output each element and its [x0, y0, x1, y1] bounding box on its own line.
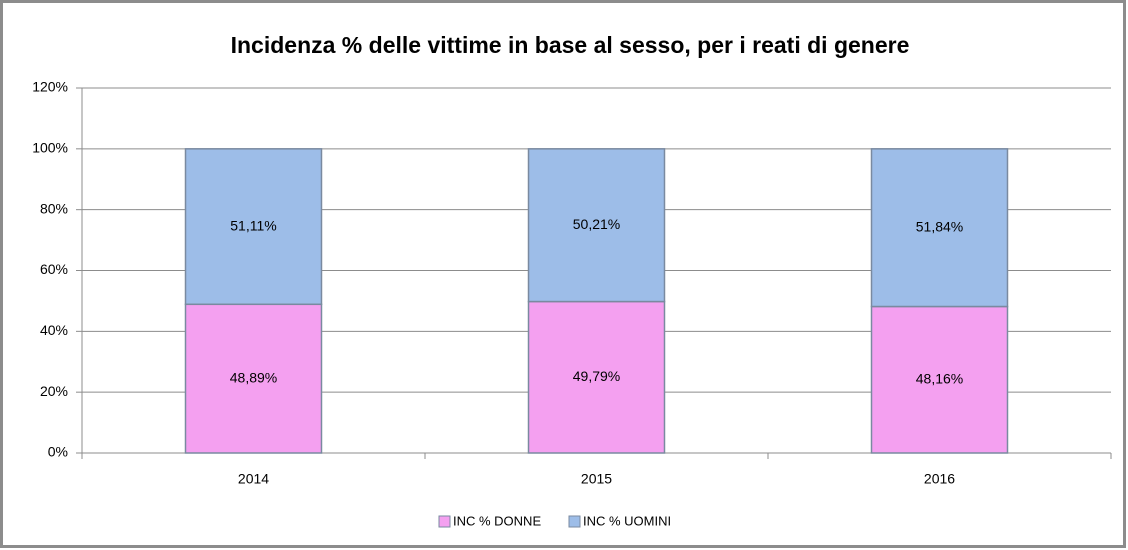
bar-segment [870, 148, 1009, 308]
data-label: 48,16% [916, 370, 963, 386]
y-tick-label: 0% [48, 444, 68, 460]
data-label: 51,11% [230, 217, 276, 233]
x-tick-label: 2014 [238, 471, 269, 487]
y-tick-label: 100% [32, 140, 68, 156]
x-tick-label: 2016 [924, 471, 955, 487]
bar-segment [527, 300, 666, 454]
data-label: 51,84% [916, 218, 963, 234]
y-tick-label: 40% [40, 322, 68, 338]
data-label: 48,89% [230, 369, 277, 385]
x-tick-label: 2015 [581, 471, 612, 487]
legend-label: INC % UOMINI [583, 513, 671, 528]
legend-swatch [568, 515, 581, 528]
data-label: 50,21% [573, 216, 620, 232]
y-tick-label: 120% [32, 79, 68, 95]
data-label: 49,79% [573, 368, 620, 384]
y-tick-label: 20% [40, 383, 68, 399]
bar-segment [870, 305, 1009, 454]
chart-title: Incidenza % delle vittime in base al ses… [231, 32, 910, 58]
legend-swatch [438, 515, 451, 528]
y-tick-label: 60% [40, 261, 68, 277]
bar-segment [184, 148, 323, 306]
bar-segment [184, 303, 323, 454]
legend-label: INC % DONNE [453, 513, 541, 528]
y-tick-label: 80% [40, 200, 68, 216]
bar-segment [527, 148, 666, 303]
